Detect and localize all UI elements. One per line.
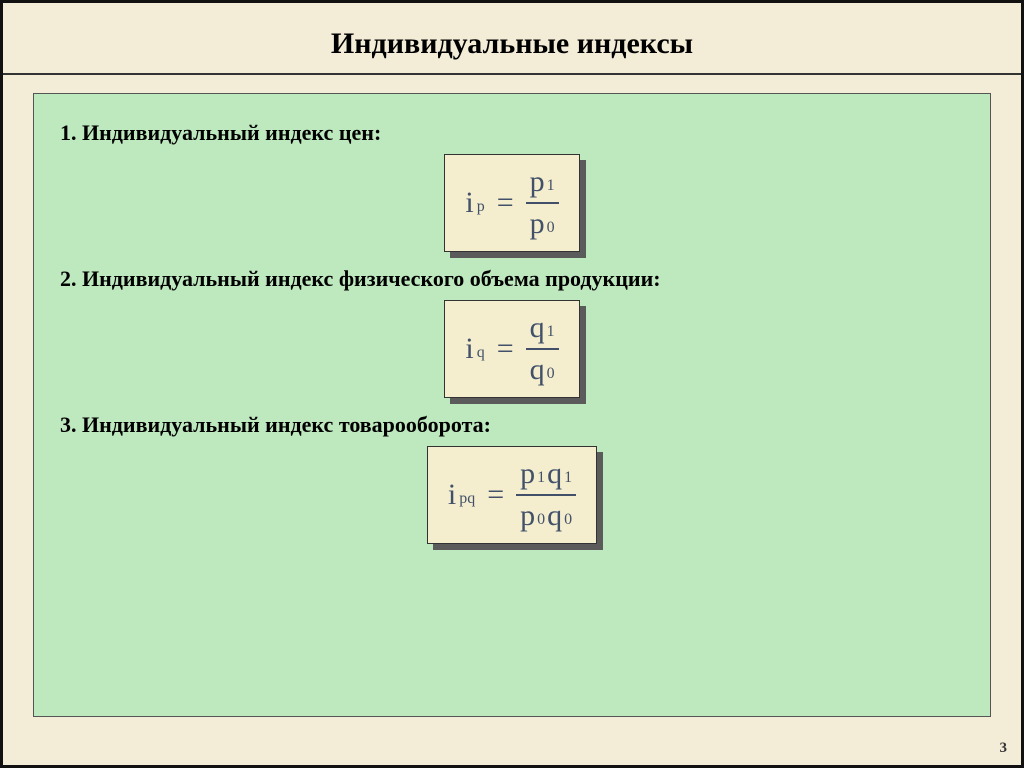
formula-1-box: ip = p1 p0 bbox=[444, 154, 579, 252]
item-1-label: 1. Индивидуальный индекс цен: bbox=[60, 120, 968, 146]
formula-3-box: ipq = p1 q1 p0 q0 bbox=[427, 446, 597, 544]
formula-1-lhs: ip bbox=[465, 188, 484, 218]
formula-3-fraction: p1 q1 p0 q0 bbox=[516, 457, 576, 533]
formula-3-row: ipq = p1 q1 p0 q0 bbox=[56, 446, 968, 544]
item-2-label: 2. Индивидуальный индекс физического объ… bbox=[60, 266, 968, 292]
formula-2-lhs: iq bbox=[465, 334, 484, 364]
equals-sign: = bbox=[487, 478, 504, 512]
equals-sign: = bbox=[497, 186, 514, 220]
formula-2-row: iq = q1 q0 bbox=[56, 300, 968, 398]
slide-title: Индивидуальные индексы bbox=[3, 3, 1021, 75]
formula-2-box: iq = q1 q0 bbox=[444, 300, 579, 398]
page-number: 3 bbox=[1000, 740, 1008, 757]
equals-sign: = bbox=[497, 332, 514, 366]
formula-1-fraction: p1 p0 bbox=[526, 165, 559, 241]
item-3-label: 3. Индивидуальный индекс товарооборота: bbox=[60, 412, 968, 438]
formula-2-fraction: q1 q0 bbox=[526, 311, 559, 387]
formula-3-lhs: ipq bbox=[448, 480, 475, 510]
content-panel: 1. Индивидуальный индекс цен: ip = p1 p0 bbox=[33, 93, 991, 717]
formula-1-row: ip = p1 p0 bbox=[56, 154, 968, 252]
